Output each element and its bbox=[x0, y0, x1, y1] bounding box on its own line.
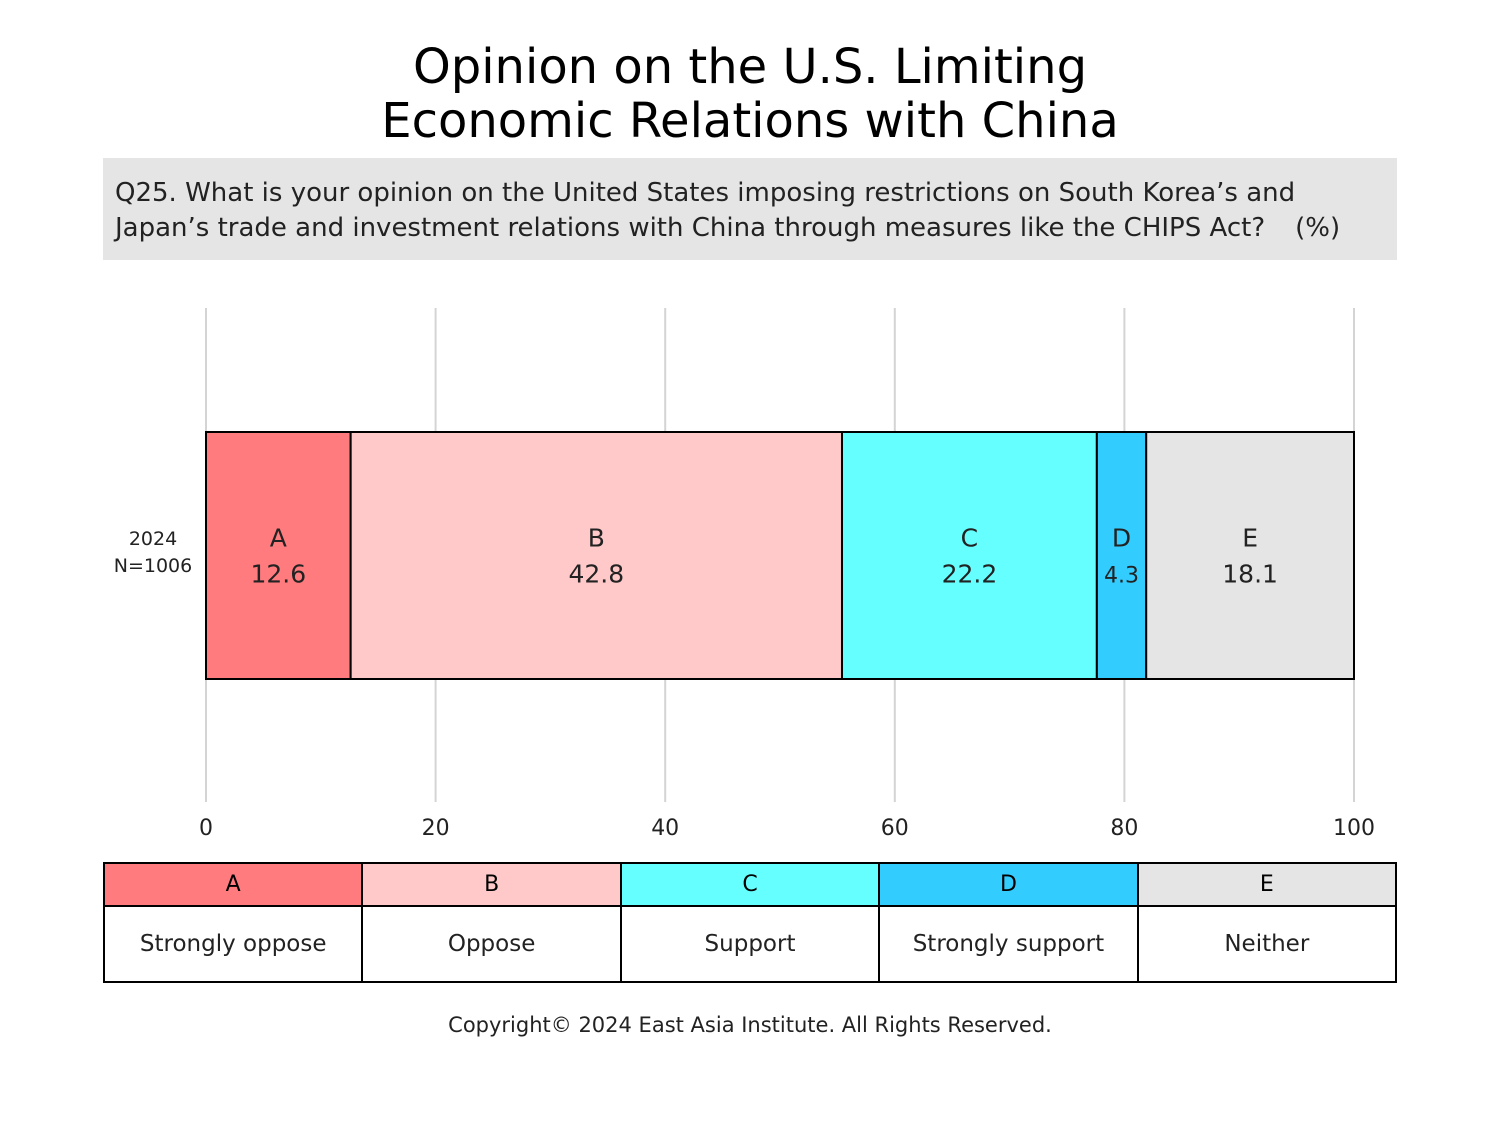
segment-value-label-d: 4.3 bbox=[1104, 564, 1139, 589]
segment-series-label-d: D bbox=[1112, 524, 1131, 553]
bar-segment-d bbox=[1095, 431, 1148, 680]
segment-series-label-c: C bbox=[961, 524, 978, 553]
legend-key-c: C bbox=[621, 864, 879, 907]
legend-table: A Strongly oppose B Oppose C Support D S… bbox=[103, 862, 1397, 983]
x-tick-label-100: 100 bbox=[1333, 816, 1375, 841]
x-tick-label-20: 20 bbox=[422, 816, 450, 841]
legend-col-a: A Strongly oppose bbox=[105, 864, 362, 981]
chart-title-line-2: Economic Relations with China bbox=[381, 93, 1119, 149]
question-line-1: Q25. What is your opinion on the United … bbox=[115, 178, 1296, 208]
segment-series-label-b: B bbox=[588, 524, 605, 553]
legend-key-d: D bbox=[880, 864, 1137, 907]
category-label-line-2: N=1006 bbox=[114, 555, 193, 577]
bar-segment-e bbox=[1145, 431, 1356, 680]
unit-label: (%) bbox=[1295, 213, 1341, 243]
x-tick-label-60: 60 bbox=[881, 816, 909, 841]
legend-col-e: E Neither bbox=[1136, 864, 1396, 981]
segment-value-label-a: 12.6 bbox=[250, 560, 306, 589]
stacked-bar-chart: 0 20 40 60 80 100 2024 N=1006 A 12.6 B 42.8 C 22.2 D 4.… bbox=[114, 308, 1375, 841]
segment-value-label-c: 22.2 bbox=[942, 560, 998, 589]
legend-col-c: C Support bbox=[619, 864, 879, 981]
legend-key-b: B bbox=[363, 864, 620, 907]
chart-title: Opinion on the U.S. Limiting Economic Re… bbox=[0, 40, 1500, 148]
copyright-notice: Copyright© 2024 East Asia Institute. All… bbox=[448, 1013, 1052, 1037]
question-box: Q25. What is your opinion on the United … bbox=[103, 158, 1397, 260]
x-tick-label-80: 80 bbox=[1110, 816, 1138, 841]
legend-col-b: B Oppose bbox=[361, 864, 620, 981]
segment-value-label-b: 42.8 bbox=[568, 560, 624, 589]
question-line-2: Japan’s trade and investment relations w… bbox=[115, 211, 1385, 246]
legend-label-b: Oppose bbox=[447, 931, 536, 957]
segment-series-label-a: A bbox=[270, 524, 287, 553]
segment-series-label-e: E bbox=[1242, 524, 1258, 553]
legend-label-a: Strongly oppose bbox=[139, 931, 327, 957]
x-tick-label-0: 0 bbox=[199, 816, 213, 841]
legend-key-a: A bbox=[105, 864, 362, 907]
segment-value-label-e: 18.1 bbox=[1222, 560, 1278, 589]
legend-label-e: Neither bbox=[1224, 931, 1310, 957]
legend-col-d: D Strongly support bbox=[878, 864, 1137, 981]
bar-segment-b bbox=[349, 431, 843, 680]
legend-label-d: Strongly support bbox=[912, 931, 1105, 957]
x-tick-label-40: 40 bbox=[651, 816, 679, 841]
category-label-line-1: 2024 bbox=[129, 528, 177, 550]
question-line-2-text: Japan’s trade and investment relations w… bbox=[115, 213, 1266, 243]
legend-label-c: Support bbox=[704, 931, 796, 957]
chart-title-line-1: Opinion on the U.S. Limiting bbox=[412, 39, 1088, 95]
legend-key-e: E bbox=[1138, 864, 1396, 907]
bar-segment-c bbox=[840, 431, 1098, 680]
bar-segment-a bbox=[205, 431, 352, 680]
